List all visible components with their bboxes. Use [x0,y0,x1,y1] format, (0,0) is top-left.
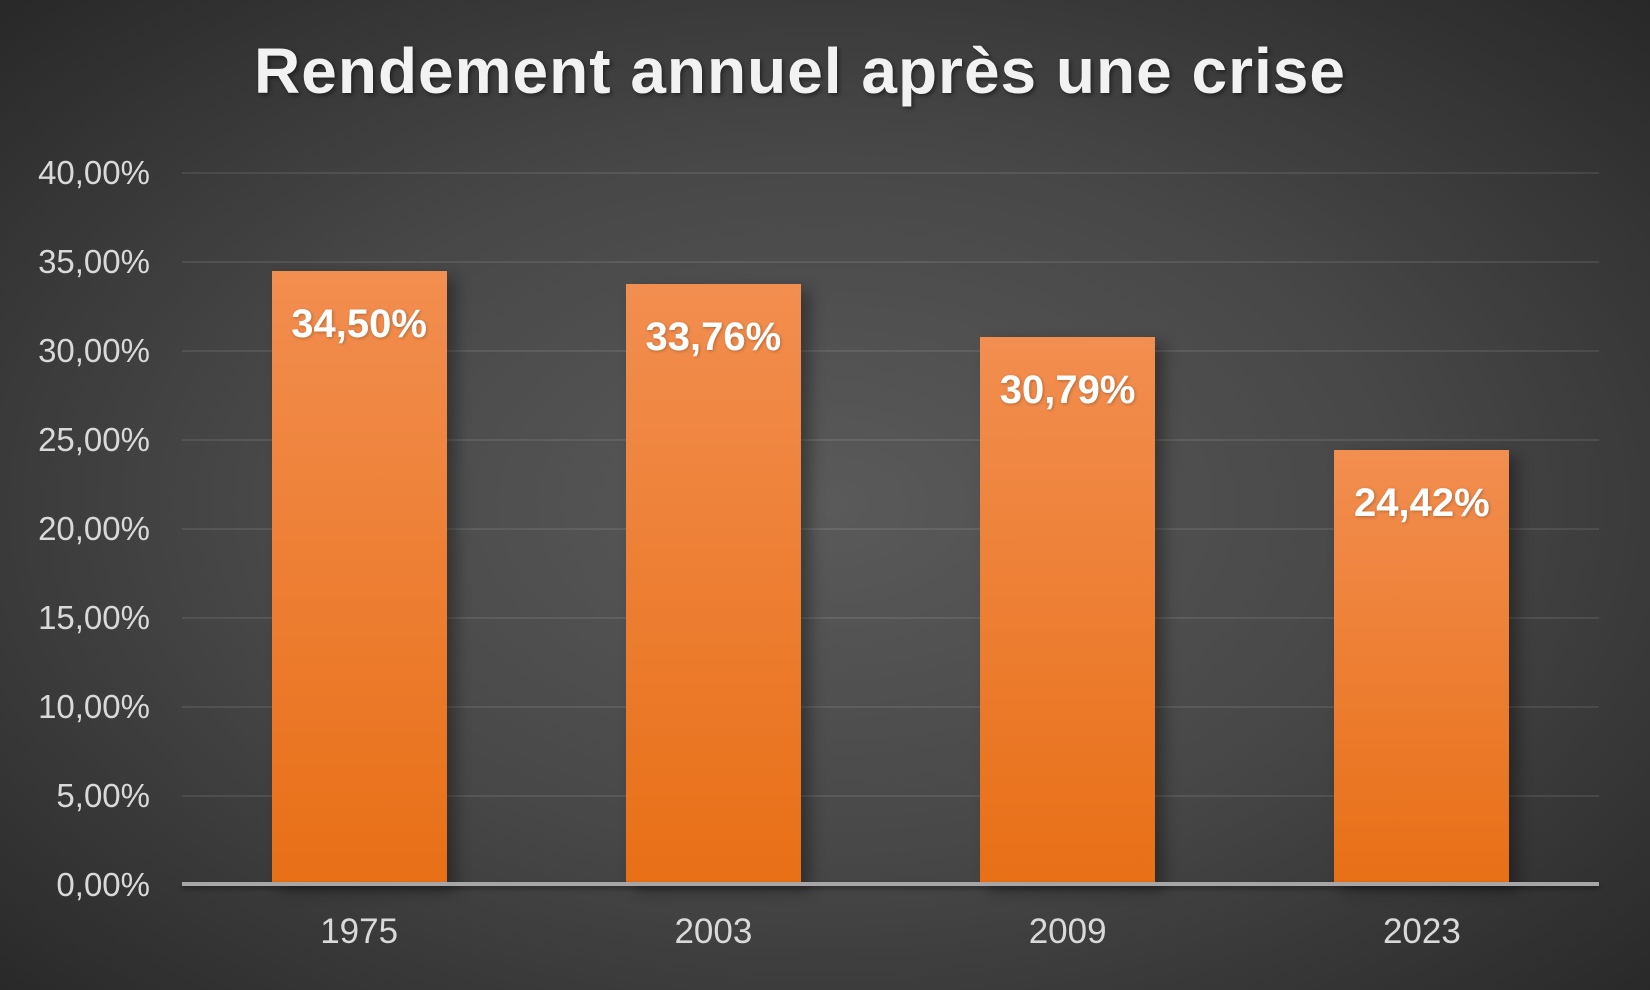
x-axis-category-label: 2023 [1382,912,1461,951]
y-axis-tick-label: 15,00% [38,599,150,636]
bar-value-label: 33,76% [645,315,782,360]
gridline [182,261,1599,263]
gridline [182,350,1599,352]
bar-value-label: 34,50% [291,301,427,346]
y-axis-tick-label: 10,00% [38,688,150,725]
y-axis-tick-label: 35,00% [38,243,150,280]
bar: 34,50% [271,270,447,885]
gridline [182,617,1599,619]
x-axis-line [182,882,1599,886]
bar-value-label: 24,42% [1354,481,1490,526]
gridline [182,528,1599,530]
x-axis-category-label: 1975 [320,912,399,951]
y-axis-tick-label: 0,00% [56,866,150,903]
y-axis-tick-label: 40,00% [38,154,150,191]
bar: 33,76% [625,284,801,885]
x-axis-category-label: 2003 [674,912,753,951]
bar-value-label: 30,79% [999,367,1136,412]
y-axis-tick-label: 25,00% [38,421,150,458]
gridline [182,172,1599,174]
bar: 24,42% [1334,450,1510,885]
gridline [182,439,1599,441]
x-axis-category-label: 2009 [1028,912,1107,951]
gridline [182,706,1599,708]
y-axis-tick-label: 30,00% [38,332,150,369]
y-axis-tick-label: 20,00% [38,510,150,547]
chart-title: Rendement annuel après une crise [254,35,1346,107]
y-axis-tick-label: 5,00% [56,777,150,814]
bar: 30,79% [980,336,1156,885]
gridline [182,795,1599,797]
